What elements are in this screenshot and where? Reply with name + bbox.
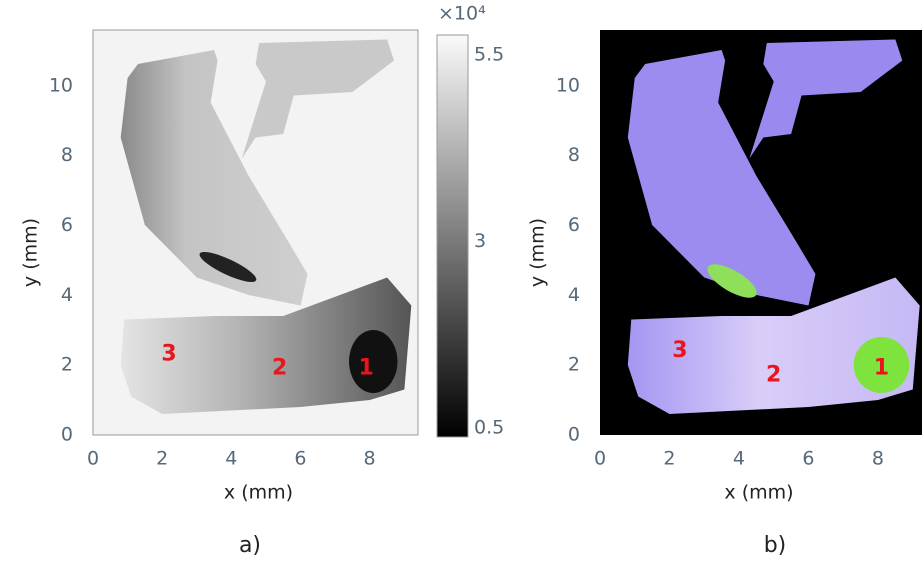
- x-tick-label: 8: [872, 448, 884, 470]
- figure: 024680246810x (mm)y (mm)321a)5.530.5×10⁴…: [0, 0, 922, 561]
- x-tick-label: 0: [87, 448, 99, 470]
- y-axis-label: y (mm): [527, 218, 549, 287]
- colorbar-exponent: ×10⁴: [438, 3, 486, 25]
- y-tick-label: 0: [568, 424, 580, 446]
- x-tick-label: 2: [663, 448, 675, 470]
- x-tick-label: 6: [294, 448, 306, 470]
- y-tick-label: 2: [568, 354, 580, 376]
- y-tick-label: 6: [568, 214, 580, 236]
- x-tick-label: 6: [802, 448, 814, 470]
- region-label: 3: [672, 338, 687, 363]
- y-tick-label: 4: [61, 284, 73, 306]
- region-label: 2: [272, 356, 287, 381]
- x-tick-label: 0: [594, 448, 606, 470]
- y-tick-label: 6: [61, 214, 73, 236]
- y-tick-label: 8: [568, 144, 580, 166]
- x-tick-label: 2: [156, 448, 168, 470]
- colorbar-tick-label: 5.5: [474, 44, 504, 66]
- region-label: 1: [358, 356, 373, 381]
- y-tick-label: 4: [568, 284, 580, 306]
- y-tick-label: 8: [61, 144, 73, 166]
- colorbar-tick-label: 0.5: [474, 417, 504, 439]
- x-axis-label: x (mm): [724, 482, 793, 504]
- region-label: 3: [161, 342, 176, 367]
- y-tick-label: 2: [61, 354, 73, 376]
- colorbar-tick-label: 3: [474, 230, 486, 252]
- region-label: 2: [766, 363, 781, 388]
- caption: a): [239, 533, 261, 558]
- y-tick-label: 0: [61, 424, 73, 446]
- x-tick-label: 8: [364, 448, 376, 470]
- x-tick-label: 4: [225, 448, 237, 470]
- caption: b): [764, 533, 787, 558]
- x-axis-label: x (mm): [224, 482, 293, 504]
- y-axis-label: y (mm): [20, 218, 42, 287]
- x-tick-label: 4: [733, 448, 745, 470]
- region-label: 1: [874, 356, 889, 381]
- y-tick-label: 10: [49, 74, 73, 96]
- colorbar: [437, 35, 468, 437]
- y-tick-label: 10: [556, 74, 580, 96]
